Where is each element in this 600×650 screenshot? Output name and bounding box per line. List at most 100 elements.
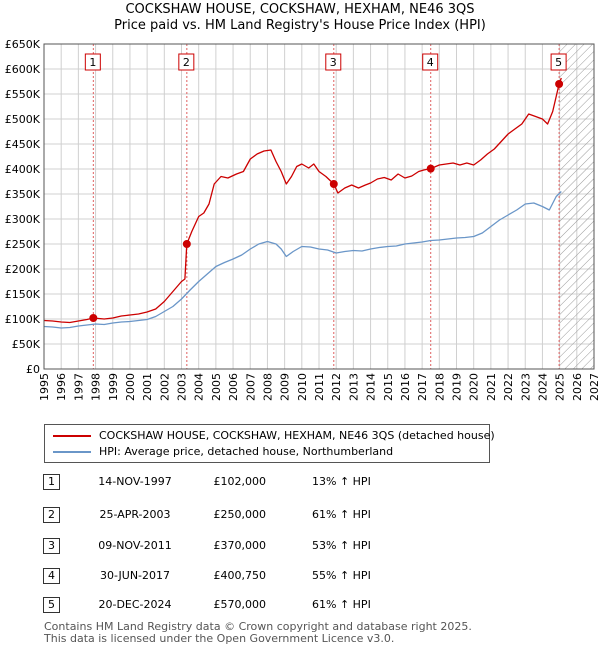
table-row: 3 09-NOV-2011 £370,000 53% ↑ HPI: [0, 536, 600, 556]
series-line-hpi: [43, 191, 562, 329]
x-tick-label: 2011: [313, 373, 326, 401]
y-tick-label: £50K: [12, 338, 41, 351]
x-tick-label: 2024: [536, 373, 549, 401]
x-tick-label: 2022: [502, 373, 515, 401]
y-tick-label: £300K: [5, 213, 41, 226]
sale-marker-label: 5: [555, 56, 562, 69]
x-tick-label: 1998: [90, 373, 103, 401]
sale-marker-label: 1: [89, 56, 96, 69]
y-tick-label: £650K: [5, 38, 41, 51]
x-tick-label: 1999: [107, 373, 120, 401]
sale-date: 30-JUN-2017: [99, 569, 171, 582]
chart-title: COCKSHAW HOUSE, COCKSHAW, HEXHAM, NE46 3…: [125, 2, 475, 17]
chart-subtitle: Price paid vs. HM Land Registry's House …: [114, 18, 486, 33]
sale-hpi-diff: 61% ↑ HPI: [312, 508, 371, 521]
sale-hpi-diff: 55% ↑ HPI: [312, 569, 371, 582]
table-row: 4 30-JUN-2017 £400,750 55% ↑ HPI: [0, 566, 600, 586]
x-tick-label: 1997: [72, 373, 85, 401]
sale-marker-box: [84, 53, 101, 71]
sale-date: 20-DEC-2024: [98, 598, 172, 611]
y-tick-label: £450K: [5, 138, 41, 151]
sale-price: £400,750: [213, 569, 267, 582]
sale-date: 25-APR-2003: [99, 508, 171, 521]
x-tick-label: 2023: [519, 373, 532, 401]
forecast-hatch: [559, 44, 594, 369]
x-tick-label: 2000: [124, 373, 137, 401]
x-tick-label: 2003: [176, 373, 189, 401]
y-tick-label: £400K: [5, 163, 41, 176]
y-tick-label: £0: [26, 363, 40, 376]
plot-frame: [43, 43, 595, 370]
sale-hpi-diff: 53% ↑ HPI: [312, 539, 371, 552]
sale-marker-box: [325, 53, 342, 71]
x-tick-label: 2027: [588, 373, 600, 401]
price-chart: 1 2 3 4 5 £0 £50K £100K £150K £200K £250K £300K £35…: [5, 38, 600, 401]
sale-hpi-diff: 13% ↑ HPI: [312, 475, 371, 488]
x-tick-label: 1996: [55, 373, 68, 401]
sale-marker-label: 2: [183, 56, 190, 69]
y-tick-label: £250K: [5, 238, 41, 251]
sale-price: £370,000: [213, 539, 267, 552]
x-tick-label: 2007: [244, 373, 257, 401]
sale-marker-label: 4: [427, 56, 434, 69]
y-tick-label: £150K: [5, 288, 41, 301]
sale-marker-box: [550, 53, 567, 71]
legend-label-property: COCKSHAW HOUSE, COCKSHAW, HEXHAM, NE46 3…: [99, 429, 495, 442]
y-tick-label: £350K: [5, 188, 41, 201]
sale-point: [329, 180, 338, 188]
x-tick-label: 2001: [141, 373, 154, 401]
sale-date: 14-NOV-1997: [98, 475, 172, 488]
table-row: 1 14-NOV-1997 £102,000 13% ↑ HPI: [0, 472, 600, 492]
sale-price: £102,000: [213, 475, 267, 488]
series-line-property: [43, 77, 562, 324]
x-tick-label: 2008: [261, 373, 274, 401]
x-tick-label: 2019: [451, 373, 464, 401]
y-tick-label: £600K: [5, 63, 41, 76]
sale-point: [555, 80, 564, 88]
x-tick-label: 2017: [416, 373, 429, 401]
legend-swatch-hpi: [53, 451, 91, 453]
sale-number-badge: 1: [43, 474, 60, 490]
x-tick-label: 2010: [296, 373, 309, 401]
legend: COCKSHAW HOUSE, COCKSHAW, HEXHAM, NE46 3…: [44, 424, 495, 463]
x-tick-label: 2004: [193, 373, 206, 401]
x-tick-label: 1995: [38, 373, 51, 401]
sale-point: [182, 240, 191, 248]
x-tick-label: 2002: [158, 373, 171, 401]
x-tick-label: 2021: [485, 373, 498, 401]
table-row: 2 25-APR-2003 £250,000 61% ↑ HPI: [0, 505, 600, 525]
sale-point: [89, 314, 98, 322]
legend-label-hpi: HPI: Average price, detached house, Nort…: [99, 445, 394, 458]
x-tick-label: 2009: [279, 373, 292, 401]
x-tick-label: 2013: [347, 373, 360, 401]
footer-copyright: Contains HM Land Registry data © Crown c…: [44, 620, 472, 633]
sale-number-badge: 3: [43, 538, 60, 554]
x-tick-label: 2025: [554, 373, 567, 401]
x-tick-label: 2020: [468, 373, 481, 401]
table-row: 5 20-DEC-2024 £570,000 61% ↑ HPI: [0, 595, 600, 615]
y-tick-label: £200K: [5, 263, 41, 276]
footer-licence: This data is licensed under the Open Gov…: [44, 632, 395, 645]
legend-swatch-property: [53, 435, 91, 437]
sale-number-badge: 4: [43, 568, 60, 584]
sale-price: £570,000: [213, 598, 267, 611]
sale-price: £250,000: [213, 508, 267, 521]
sale-hpi-diff: 61% ↑ HPI: [312, 598, 371, 611]
y-tick-label: £100K: [5, 313, 41, 326]
sale-date: 09-NOV-2011: [98, 539, 172, 552]
sale-number-badge: 2: [43, 507, 60, 523]
x-tick-label: 2006: [227, 373, 240, 401]
x-tick-label: 2005: [210, 373, 223, 401]
sale-marker-box: [422, 53, 439, 71]
x-tick-label: 2018: [433, 373, 446, 401]
sale-marker-box: [178, 53, 195, 71]
sale-number-badge: 5: [43, 597, 60, 613]
x-tick-label: 2012: [330, 373, 343, 401]
x-tick-label: 2026: [571, 373, 584, 401]
y-tick-label: £550K: [5, 88, 41, 101]
sale-point: [426, 164, 435, 173]
x-tick-label: 2014: [365, 373, 378, 401]
x-tick-label: 2016: [399, 373, 412, 401]
x-tick-label: 2015: [382, 373, 395, 401]
sale-marker-label: 3: [330, 56, 337, 69]
